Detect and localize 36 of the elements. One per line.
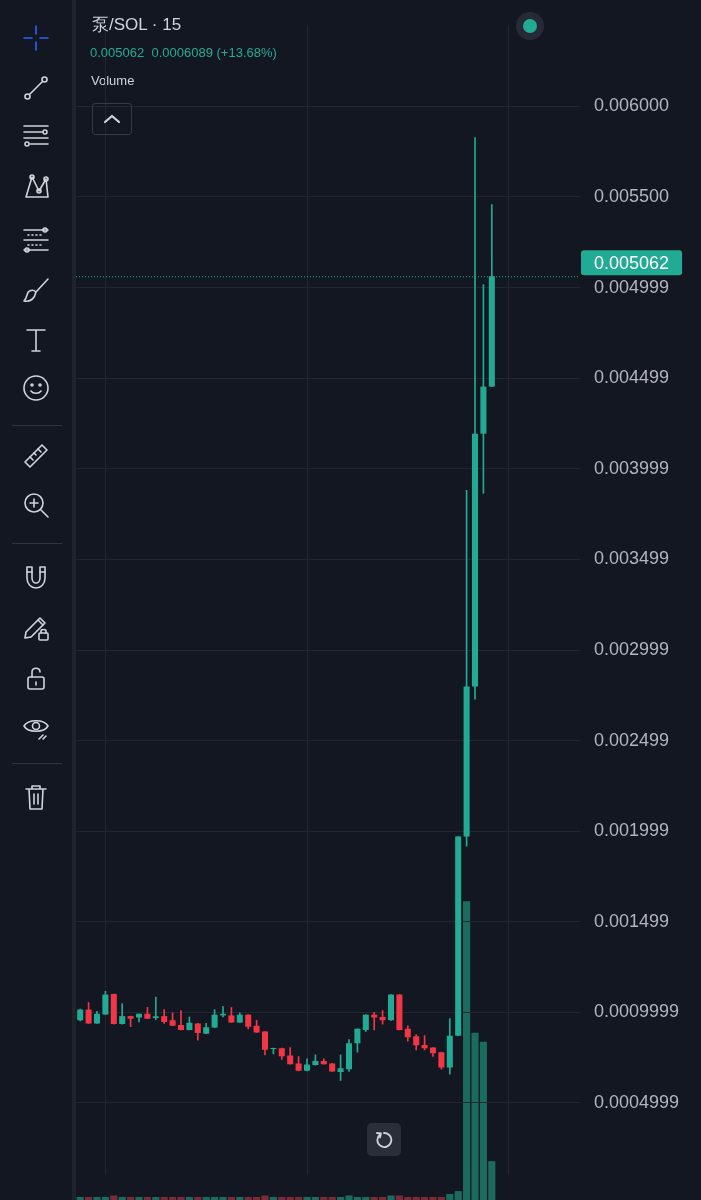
- bar: [118, 1197, 126, 1200]
- y-tick-label: 0.0004999: [594, 1091, 680, 1112]
- ref-line-label: 0.005062: [594, 252, 670, 273]
- y-tick-label: 0.002499: [594, 729, 670, 750]
- bar: [85, 1197, 93, 1200]
- text: 0.005062 0.0006089 (+13.68%): [90, 45, 277, 62]
- bar: [269, 1197, 277, 1200]
- y-tick-label: 0.004499: [594, 367, 670, 388]
- bar: [152, 1197, 160, 1200]
- bar: [446, 1194, 454, 1200]
- bar: [127, 1197, 135, 1200]
- bar: [194, 1197, 202, 1200]
- candlestick: [371, 1012, 378, 1031]
- y-tick-label: 0.001499: [594, 910, 670, 931]
- bar: [143, 1197, 151, 1200]
- y-tick-label: 0.001999: [594, 820, 670, 841]
- bar: [236, 1197, 244, 1200]
- candlestick: [152, 996, 159, 1020]
- bar: [227, 1197, 235, 1200]
- y-tick-label: 0.002999: [594, 638, 670, 659]
- y-tick-label: 0.003499: [594, 548, 670, 569]
- y-tick-label: 0.003999: [594, 457, 670, 478]
- bar: [76, 1197, 84, 1200]
- bar: [320, 1197, 328, 1200]
- candlestick: [177, 1010, 185, 1031]
- bar: [278, 1197, 286, 1200]
- bar: [185, 1197, 193, 1200]
- bar: [328, 1197, 336, 1200]
- y-tick-label: 0.005500: [594, 185, 670, 206]
- bar: [387, 1195, 395, 1200]
- chart-title: 泵/SOL · 15: [92, 14, 182, 36]
- y-tick-label: 0.006000: [594, 95, 670, 116]
- chart-title: Volume: [91, 73, 135, 90]
- bar: [135, 1197, 143, 1200]
- y-tick-label: 0.0009999: [594, 1001, 680, 1022]
- y-tick-label: 0.004999: [594, 276, 670, 297]
